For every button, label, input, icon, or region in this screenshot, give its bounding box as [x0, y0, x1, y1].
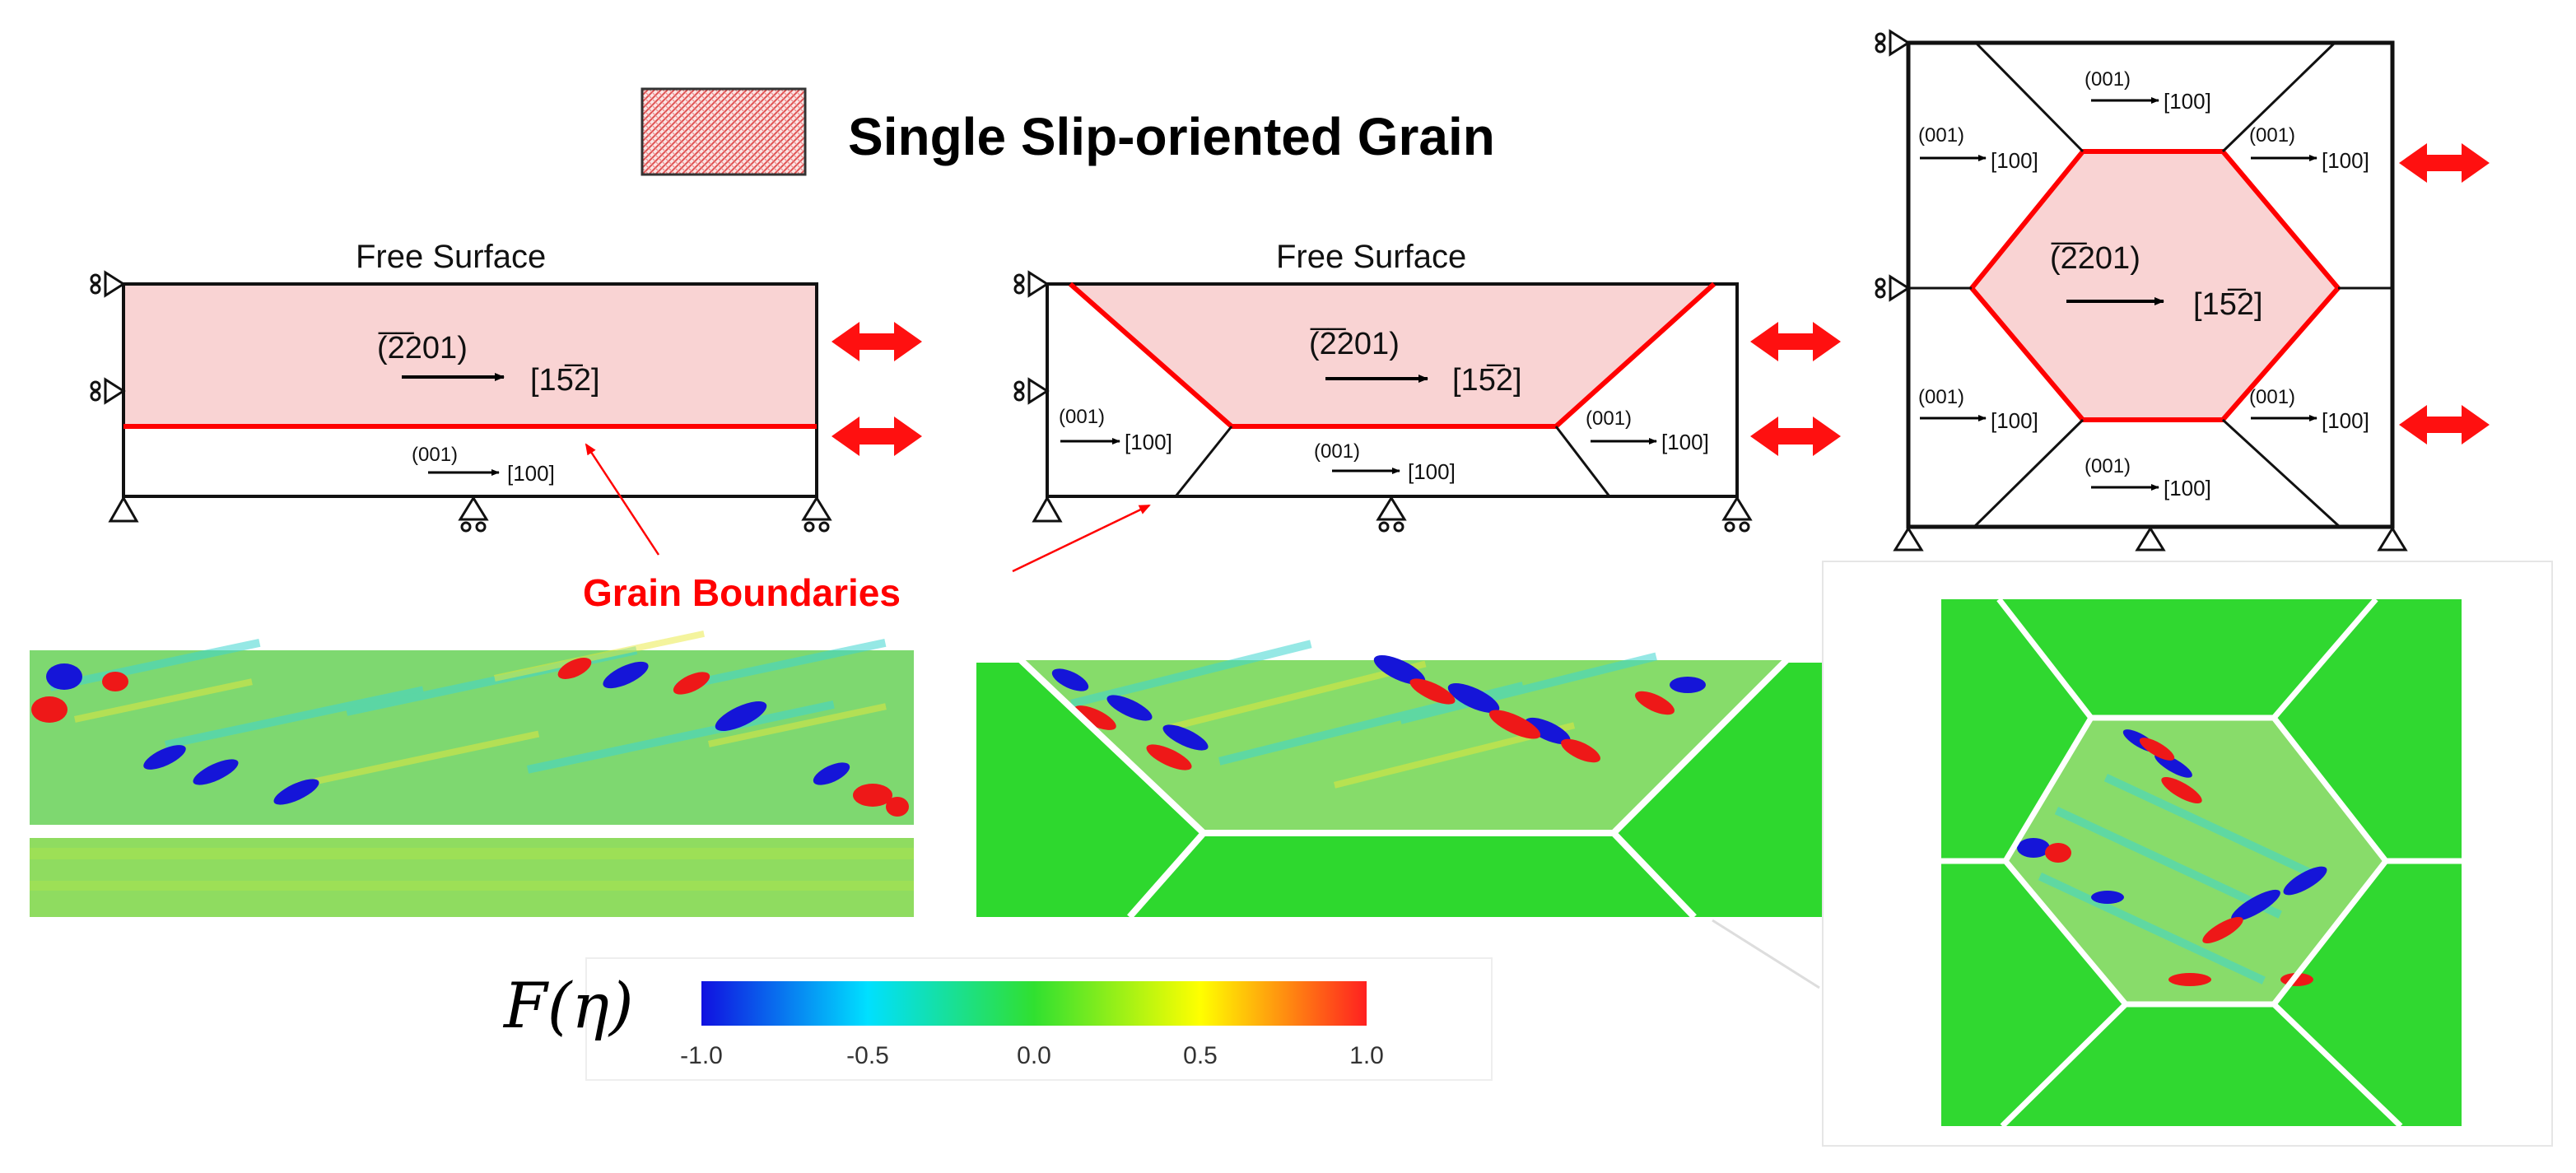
- colorbar-symbol: F(η): [502, 969, 634, 1042]
- loading-arrow-icon: [831, 322, 922, 456]
- secondary-direction-label-2a: [100]: [1125, 430, 1172, 454]
- colorbar-tick-label: -0.5: [846, 1042, 889, 1069]
- secondary-direction-label-3e: [100]: [2322, 408, 2369, 433]
- pin-support-icon: [1893, 526, 2408, 552]
- legend: Single Slip-oriented Grain: [641, 87, 1495, 176]
- primary-direction-label-2: [15̅2]: [1452, 363, 1522, 398]
- single-slip-grain-3: [1972, 151, 2338, 420]
- single-slip-grain-1: [123, 284, 817, 426]
- field-plot-3: [1822, 561, 2553, 1147]
- loading-arrow-icon: [1750, 322, 1841, 456]
- primary-plane-label-3: (̅2̅201): [2050, 241, 2140, 276]
- single-slip-grain-2: [1070, 284, 1714, 426]
- secondary-plane-label-2c: (001): [1586, 407, 1632, 430]
- secondary-plane-label-2b: (001): [1314, 440, 1360, 463]
- secondary-plane-label-2a: (001): [1059, 406, 1105, 428]
- free-surface-label-1: Free Surface: [356, 239, 546, 275]
- colorbar-tick-label: -1.0: [680, 1042, 723, 1069]
- secondary-plane-label-3e: (001): [2249, 386, 2295, 408]
- secondary-direction-label-3b: [100]: [1991, 148, 2038, 173]
- secondary-direction-label-1: [100]: [507, 461, 555, 486]
- colorbar-gradient: [701, 981, 1367, 1026]
- secondary-direction-label-3d: [100]: [1991, 408, 2038, 433]
- colorbar: F(η) -1.0 -0.5 0.0 0.5 1.0: [502, 957, 1493, 1081]
- primary-direction-label-1: [15̅2]: [530, 363, 600, 398]
- secondary-direction-label-2b: [100]: [1408, 459, 1456, 484]
- roller-support-icon: [1013, 270, 1050, 405]
- secondary-direction-label-3c: [100]: [2322, 148, 2369, 173]
- pin-support-icon: [108, 495, 832, 533]
- secondary-direction-label-2c: [100]: [1661, 430, 1709, 454]
- grain-boundary-2: [1069, 282, 1717, 429]
- secondary-plane-label-3f: (001): [2085, 455, 2131, 477]
- schematic-panel-2: Free Surface (̅2̅201) [15̅2] (001) [100]…: [1013, 239, 1841, 533]
- colorbar-tick-label: 0.0: [1017, 1042, 1051, 1069]
- secondary-plane-label-3d: (001): [1918, 386, 1964, 408]
- field-plot-2: [976, 640, 1847, 919]
- roller-support-icon: [1875, 29, 1911, 302]
- primary-plane-label-2: (̅2̅201): [1309, 327, 1400, 361]
- secondary-plane-label-3a: (001): [2085, 68, 2131, 91]
- loading-arrow-icon: [2399, 143, 2490, 445]
- secondary-plane-label-3c: (001): [2249, 124, 2295, 147]
- colorbar-tick-label: 1.0: [1349, 1042, 1384, 1069]
- secondary-plane-label-1: (001): [412, 444, 458, 466]
- grain-boundaries-annotation: Grain Boundaries: [583, 443, 1151, 614]
- pin-support-icon: [1032, 495, 1753, 533]
- field-plot-1: [30, 630, 914, 917]
- secondary-direction-label-3f: [100]: [2164, 476, 2211, 500]
- secondary-direction-label-3a: [100]: [2164, 89, 2211, 114]
- roller-support-icon: [90, 270, 126, 405]
- free-surface-label-2: Free Surface: [1276, 239, 1466, 275]
- grain-boundaries-label: Grain Boundaries: [583, 571, 901, 614]
- schematic-panel-3: (̅2̅201) [15̅2] (001) [100] (001) [100] …: [1875, 29, 2490, 552]
- primary-direction-label-3: [15̅2]: [2193, 287, 2263, 322]
- colorbar-tick-label: 0.5: [1183, 1042, 1218, 1069]
- schematic-panel-1: Free Surface (̅2̅201) [15̅2] (001) [100]: [90, 239, 922, 533]
- secondary-plane-label-3b: (001): [1918, 124, 1964, 147]
- legend-label: Single Slip-oriented Grain: [848, 107, 1495, 166]
- legend-swatch: [641, 87, 807, 176]
- primary-plane-label-1: (̅2̅201): [377, 331, 468, 365]
